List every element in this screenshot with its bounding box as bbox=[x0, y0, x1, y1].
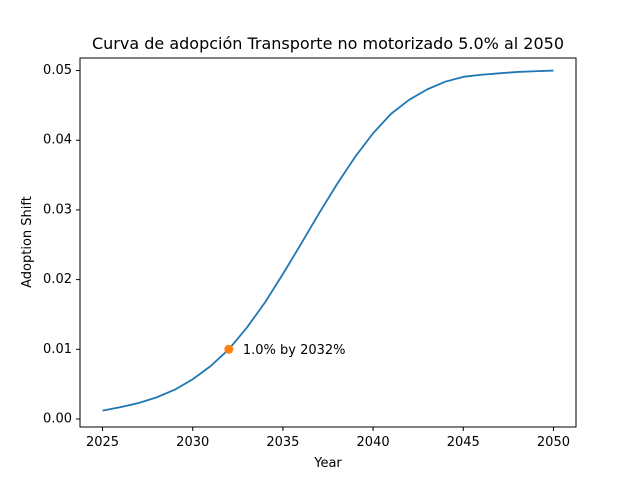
x-tick-label: 2025 bbox=[86, 435, 119, 450]
y-tick-label: 0.03 bbox=[43, 202, 72, 217]
x-tick-label: 2040 bbox=[357, 435, 390, 450]
axes-frame bbox=[79, 57, 577, 428]
y-tick-label: 0.01 bbox=[43, 342, 72, 357]
x-tick-label: 2030 bbox=[176, 435, 209, 450]
y-tick-label: 0.05 bbox=[43, 63, 72, 78]
series-line-0 bbox=[102, 69, 554, 412]
chart-title: Curva de adopción Transporte no motoriza… bbox=[92, 34, 564, 53]
y-tick-label: 0.04 bbox=[43, 133, 72, 148]
x-tick-label: 2050 bbox=[537, 435, 570, 450]
x-tick-label: 2045 bbox=[447, 435, 480, 450]
annotation-label: 1.0% by 2032% bbox=[243, 343, 346, 358]
y-tick-label: 0.00 bbox=[43, 411, 72, 426]
x-tick-label: 2035 bbox=[266, 435, 299, 450]
y-axis-label: Adoption Shift bbox=[20, 196, 35, 288]
plot-area: 1.0% by 2032% 2025 2030 2035 2040 2045 2050 0.0… bbox=[43, 57, 577, 450]
x-axis-label: Year bbox=[313, 456, 342, 471]
y-tick-label: 0.02 bbox=[43, 272, 72, 287]
highlight-point bbox=[224, 344, 234, 354]
